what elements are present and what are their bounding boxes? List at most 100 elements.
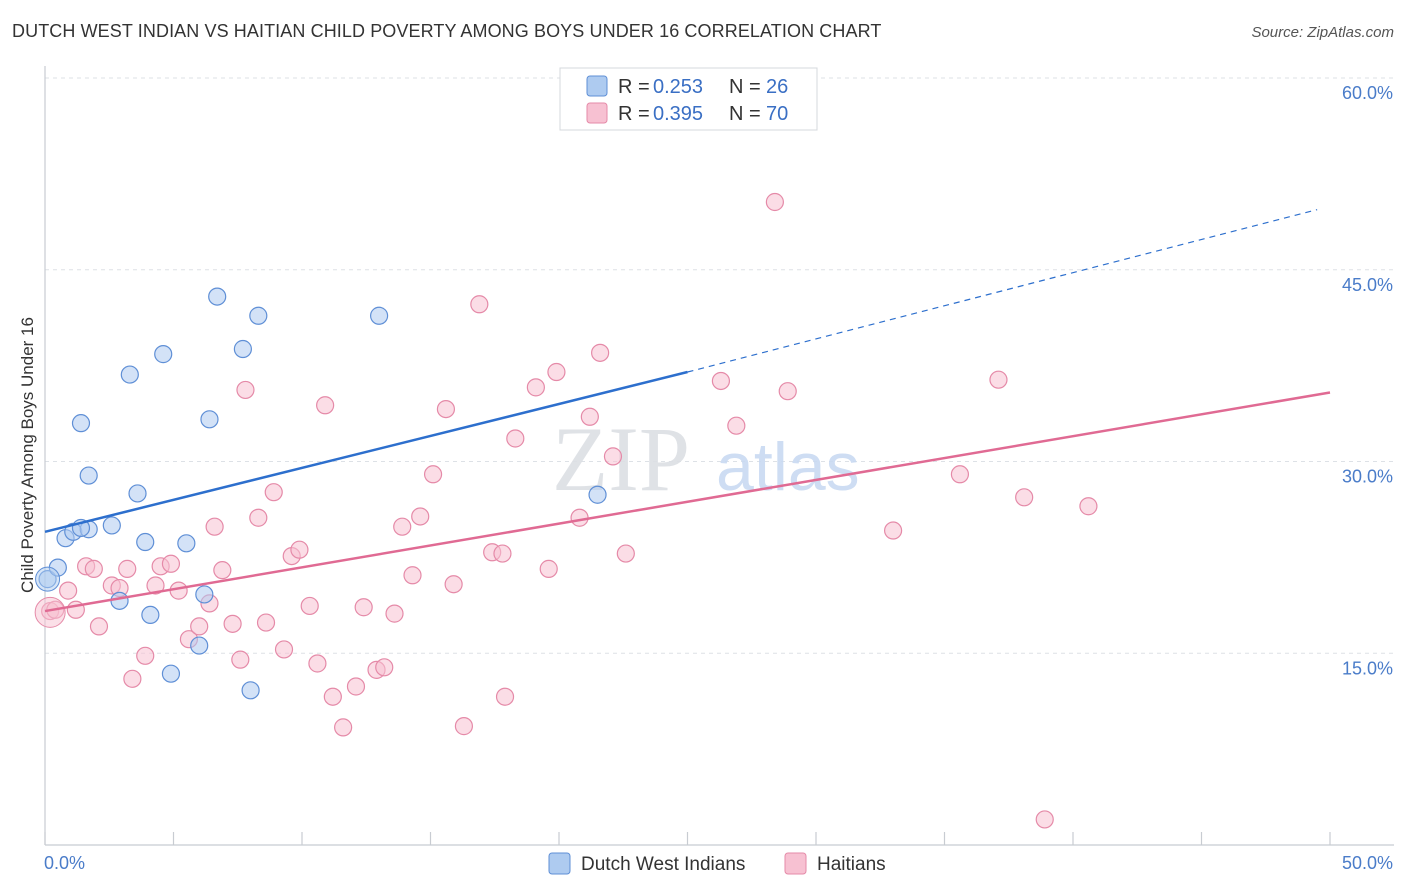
dutch-west-indians-point: [370, 306, 389, 325]
haitians-point: [146, 576, 165, 595]
haitians-point: [236, 380, 255, 400]
dutch-west-indians-point: [71, 414, 91, 433]
dutch-west-indians-point: [200, 410, 219, 429]
series-legend-label-pink: Haitians: [817, 854, 886, 875]
dutch-west-indians-point: [120, 365, 139, 384]
haitians-point: [711, 371, 731, 391]
source-label: Source: ZipAtlas.com: [1251, 24, 1394, 41]
haitians-point: [727, 416, 746, 435]
y-axis-label: Child Poverty Among Boys Under 16: [18, 317, 37, 593]
trend-line-dutch-west-indians: [44, 370, 688, 534]
dutch-west-indians-point: [233, 339, 252, 359]
y-tick-labels: 15.0% 30.0% 45.0% 60.0%: [1342, 83, 1393, 678]
y-tick-label-45: 45.0%: [1342, 275, 1393, 295]
dutch-west-indians-point: [141, 605, 160, 625]
haitians-point: [493, 544, 512, 563]
dutch-west-indians-point: [35, 566, 61, 592]
haitians-point: [300, 596, 319, 616]
haitians-point: [454, 717, 474, 736]
haitians-point: [84, 559, 103, 578]
dutch-west-indians-point: [102, 516, 121, 535]
haitians-point: [547, 362, 566, 382]
dutch-west-indians-point: [588, 485, 607, 504]
haitians-point: [393, 517, 412, 536]
legend-swatch-pink: [586, 102, 608, 124]
haitians-point: [539, 559, 558, 578]
x-tick-label-min: 0.0%: [44, 853, 85, 873]
haitians-point: [580, 407, 599, 426]
trend-line-dutch-west-indians-extension: [687, 209, 1318, 373]
dutch-west-indians-point: [249, 306, 268, 325]
dutch-west-indians-point: [208, 287, 227, 306]
haitians-point: [495, 687, 515, 706]
y-tick-label-15: 15.0%: [1342, 658, 1393, 678]
haitians-point: [205, 517, 224, 536]
legend-pink-r-value: 0.395: [653, 103, 703, 125]
haitians-point: [190, 617, 209, 636]
haitians-point: [323, 687, 342, 706]
series-legend: Dutch West Indians Haitians: [548, 852, 886, 875]
legend-pink-n-value: 70: [766, 103, 788, 125]
haitians-point: [59, 581, 78, 600]
x-axis-ticks: [44, 832, 1331, 845]
dutch-west-indians-point: [128, 484, 147, 503]
haitians-point: [34, 596, 66, 628]
dutch-west-indians-point: [154, 345, 173, 364]
dutch-west-indians-points: [35, 287, 607, 700]
legend-pink-n-label: N =: [729, 103, 761, 125]
haitians-point: [403, 566, 422, 585]
haitians-point: [169, 581, 188, 600]
haitians-point: [436, 399, 456, 419]
haitians-point: [411, 507, 430, 526]
haitians-point: [264, 483, 283, 502]
haitians-point: [883, 521, 903, 540]
haitians-point: [470, 295, 489, 314]
haitians-point: [213, 561, 232, 580]
haitians-point: [778, 382, 797, 401]
series-legend-label-blue: Dutch West Indians: [581, 854, 745, 875]
haitians-point: [290, 540, 309, 559]
legend-blue-n-value: 26: [766, 76, 788, 98]
legend-swatch-blue: [586, 75, 608, 97]
haitians-point: [506, 429, 525, 448]
haitians-point: [989, 370, 1008, 389]
haitians-point: [118, 559, 137, 578]
series-legend-swatch-pink: [784, 852, 807, 875]
haitians-point: [256, 613, 276, 632]
haitians-point: [354, 598, 373, 617]
y-tick-label-30: 30.0%: [1342, 467, 1393, 487]
dutch-west-indians-point: [110, 591, 129, 610]
haitians-point: [136, 646, 155, 665]
haitians-point: [444, 575, 463, 594]
haitians-point: [89, 617, 109, 636]
series-legend-swatch-blue: [548, 852, 571, 875]
haitians-point: [765, 192, 784, 212]
trend-line-haitians: [44, 391, 1331, 613]
haitians-point: [231, 650, 250, 669]
haitians-point: [161, 554, 181, 573]
x-tick-label-max: 50.0%: [1342, 853, 1393, 873]
haitians-point: [274, 640, 294, 659]
haitians-point: [123, 669, 142, 688]
legend-blue-n-label: N =: [729, 76, 761, 98]
haitians-point: [526, 378, 545, 397]
haitians-point: [249, 508, 268, 527]
dutch-west-indians-point: [190, 636, 209, 655]
dutch-west-indians-point: [136, 532, 155, 552]
haitians-point: [950, 465, 970, 484]
haitians-point: [603, 447, 623, 466]
dutch-west-indians-point: [161, 664, 181, 683]
dutch-west-indians-point: [241, 681, 260, 700]
dutch-west-indians-point: [177, 534, 196, 553]
correlation-legend: R = 0.253 N = 26 R = 0.395 N = 70: [559, 67, 818, 131]
haitians-point: [570, 508, 589, 527]
chart-title: DUTCH WEST INDIAN VS HAITIAN CHILD POVER…: [12, 21, 882, 41]
trend-lines: [44, 209, 1331, 613]
haitians-point: [316, 396, 335, 415]
legend-pink-r-label: R =: [618, 103, 650, 125]
legend-blue-r-label: R =: [618, 76, 650, 98]
legend-blue-r-value: 0.253: [653, 76, 703, 98]
haitians-point: [1035, 810, 1054, 829]
haitians-point: [308, 654, 327, 673]
